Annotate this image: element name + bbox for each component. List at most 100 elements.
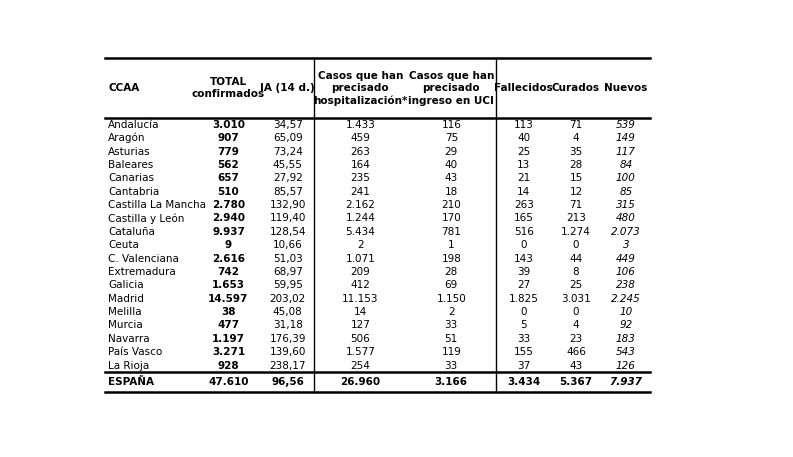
Text: Extremadura: Extremadura — [109, 267, 176, 277]
Text: C. Valenciana: C. Valenciana — [109, 254, 179, 264]
Text: 13: 13 — [517, 160, 531, 170]
Text: 27,92: 27,92 — [273, 173, 303, 183]
Text: 176,39: 176,39 — [270, 334, 306, 344]
Text: 164: 164 — [351, 160, 370, 170]
Text: 315: 315 — [616, 200, 636, 210]
Text: 33: 33 — [517, 334, 531, 344]
Text: 43: 43 — [569, 361, 583, 371]
Text: 21: 21 — [517, 173, 531, 183]
Text: 263: 263 — [514, 200, 534, 210]
Text: Murcia: Murcia — [109, 320, 143, 330]
Text: 1.653: 1.653 — [212, 280, 245, 290]
Text: 4: 4 — [573, 320, 580, 330]
Text: 1.274: 1.274 — [561, 227, 591, 237]
Text: 127: 127 — [351, 320, 370, 330]
Text: 480: 480 — [616, 213, 636, 223]
Text: 132,90: 132,90 — [270, 200, 306, 210]
Text: 1.433: 1.433 — [346, 120, 375, 130]
Text: 12: 12 — [569, 187, 583, 197]
Text: 8: 8 — [573, 267, 580, 277]
Text: 2.616: 2.616 — [212, 254, 245, 264]
Text: 781: 781 — [442, 227, 462, 237]
Text: 213: 213 — [566, 213, 586, 223]
Text: 3.434: 3.434 — [508, 377, 540, 387]
Text: 25: 25 — [517, 147, 531, 157]
Text: 117: 117 — [616, 147, 636, 157]
Text: 1.150: 1.150 — [436, 294, 466, 304]
Text: 84: 84 — [619, 160, 633, 170]
Text: 466: 466 — [566, 347, 586, 357]
Text: 14: 14 — [354, 307, 367, 317]
Text: 33: 33 — [445, 361, 458, 371]
Text: 96,56: 96,56 — [271, 377, 305, 387]
Text: 14: 14 — [517, 187, 531, 197]
Text: 33: 33 — [445, 320, 458, 330]
Text: 165: 165 — [514, 213, 534, 223]
Text: Aragón: Aragón — [109, 133, 146, 143]
Text: 238,17: 238,17 — [270, 361, 306, 371]
Text: 2.245: 2.245 — [611, 294, 641, 304]
Text: 59,95: 59,95 — [273, 280, 303, 290]
Text: 5.367: 5.367 — [560, 377, 592, 387]
Text: 18: 18 — [445, 187, 458, 197]
Text: 35: 35 — [569, 147, 583, 157]
Text: 85,57: 85,57 — [273, 187, 303, 197]
Text: 2.162: 2.162 — [346, 200, 375, 210]
Text: 1.197: 1.197 — [212, 334, 245, 344]
Text: 3: 3 — [623, 240, 629, 250]
Text: 3.271: 3.271 — [212, 347, 245, 357]
Text: 742: 742 — [217, 267, 239, 277]
Text: 116: 116 — [442, 120, 462, 130]
Text: 183: 183 — [616, 334, 636, 344]
Text: 3.010: 3.010 — [212, 120, 245, 130]
Text: 11.153: 11.153 — [342, 294, 378, 304]
Text: 7.937: 7.937 — [609, 377, 642, 387]
Text: 198: 198 — [442, 254, 462, 264]
Text: CCAA: CCAA — [109, 83, 140, 93]
Text: 34,57: 34,57 — [273, 120, 303, 130]
Text: Navarra: Navarra — [109, 334, 150, 344]
Text: 51,03: 51,03 — [273, 254, 303, 264]
Text: 2: 2 — [357, 240, 364, 250]
Text: Nuevos: Nuevos — [604, 83, 648, 93]
Text: 9: 9 — [225, 240, 232, 250]
Text: 31,18: 31,18 — [273, 320, 303, 330]
Text: 235: 235 — [351, 173, 370, 183]
Text: 40: 40 — [517, 133, 531, 143]
Text: 238: 238 — [616, 280, 636, 290]
Text: 69: 69 — [445, 280, 458, 290]
Text: Cataluña: Cataluña — [109, 227, 155, 237]
Text: Ceuta: Ceuta — [109, 240, 140, 250]
Text: TOTAL
confirmados: TOTAL confirmados — [192, 77, 265, 100]
Text: 3.031: 3.031 — [561, 294, 591, 304]
Text: 25: 25 — [569, 280, 583, 290]
Text: Curados: Curados — [552, 83, 600, 93]
Text: 210: 210 — [442, 200, 462, 210]
Text: 9.937: 9.937 — [212, 227, 245, 237]
Text: 1.244: 1.244 — [346, 213, 375, 223]
Text: 73,24: 73,24 — [273, 147, 303, 157]
Text: 149: 149 — [616, 133, 636, 143]
Text: 45,55: 45,55 — [273, 160, 303, 170]
Text: 0: 0 — [573, 307, 579, 317]
Text: 37: 37 — [517, 361, 531, 371]
Text: 4: 4 — [573, 133, 580, 143]
Text: 92: 92 — [619, 320, 633, 330]
Text: 2.780: 2.780 — [212, 200, 245, 210]
Text: 119: 119 — [442, 347, 462, 357]
Text: 14.597: 14.597 — [209, 294, 249, 304]
Text: 100: 100 — [616, 173, 636, 183]
Text: 657: 657 — [217, 173, 239, 183]
Text: 65,09: 65,09 — [273, 133, 303, 143]
Text: 75: 75 — [445, 133, 458, 143]
Text: 412: 412 — [351, 280, 370, 290]
Text: 68,97: 68,97 — [273, 267, 303, 277]
Text: 23: 23 — [569, 334, 583, 344]
Text: Casos que han
precisado
hospitalización*: Casos que han precisado hospitalización* — [313, 70, 408, 106]
Text: 71: 71 — [569, 120, 583, 130]
Text: La Rioja: La Rioja — [109, 361, 150, 371]
Text: 1.825: 1.825 — [509, 294, 538, 304]
Text: 113: 113 — [514, 120, 534, 130]
Text: 51: 51 — [445, 334, 458, 344]
Text: 1.071: 1.071 — [346, 254, 375, 264]
